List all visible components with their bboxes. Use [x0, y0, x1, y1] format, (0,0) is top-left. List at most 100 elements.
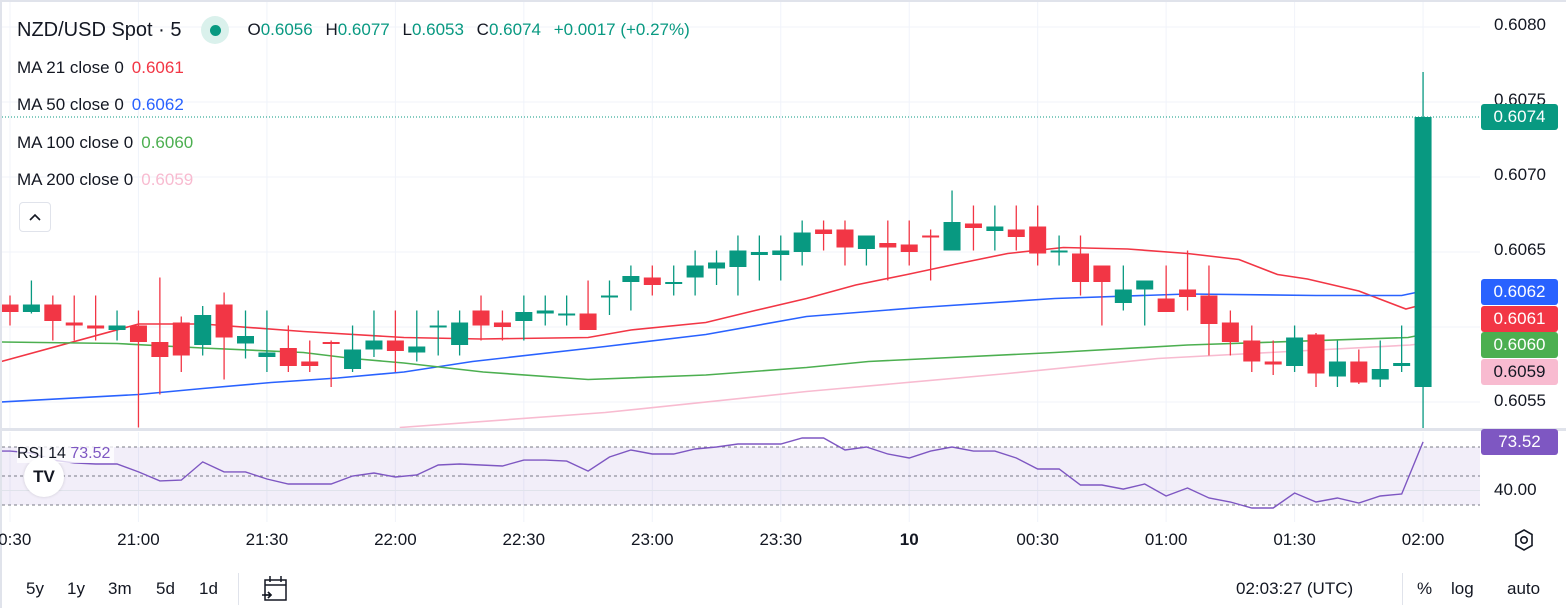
- candle: [558, 295, 576, 326]
- log-scale-button[interactable]: log: [1451, 579, 1474, 598]
- market-status-icon[interactable]: [201, 16, 230, 44]
- rsi-label: RSI 14: [17, 445, 66, 462]
- candle: [65, 295, 83, 341]
- ma21-legend[interactable]: MA 21 close 0 0.6061: [17, 58, 184, 78]
- range-1d-button[interactable]: 1d: [199, 579, 218, 598]
- candle: [322, 340, 340, 387]
- candle-body: [386, 340, 404, 351]
- last-price-badge: 0.6074: [1481, 104, 1558, 130]
- candle-body: [536, 310, 554, 314]
- time-tick: 01:00: [1144, 530, 1188, 549]
- time-tick: 23:30: [759, 530, 803, 549]
- candle: [2, 295, 19, 326]
- candle: [1328, 340, 1346, 387]
- rsi-legend[interactable]: RSI 14 73.52: [17, 445, 115, 463]
- range-5y-button[interactable]: 5y: [26, 579, 44, 598]
- candle: [237, 310, 255, 359]
- ma-label: MA 100 close 0: [17, 133, 134, 152]
- toolbar-divider: [1402, 573, 1403, 605]
- go-to-date-calendar-icon[interactable]: [260, 574, 290, 604]
- candle-body: [1114, 289, 1132, 303]
- candle-body: [1029, 226, 1047, 254]
- ma200-line: [399, 342, 1424, 428]
- candle: [1072, 235, 1089, 296]
- candle: [879, 220, 897, 281]
- candle: [1393, 325, 1411, 372]
- time-tick: 22:00: [374, 530, 417, 549]
- candle: [1307, 333, 1325, 387]
- high-value: 0.6077: [337, 20, 390, 39]
- candle-body: [793, 232, 811, 252]
- candle-body: [1157, 298, 1175, 312]
- tradingview-logo[interactable]: TV: [24, 457, 64, 497]
- candle: [365, 310, 383, 357]
- ma50-legend[interactable]: MA 50 close 0 0.6062: [17, 95, 184, 115]
- price-tick: 0.6070: [1494, 165, 1546, 184]
- candle: [301, 340, 319, 372]
- candle: [1350, 349, 1368, 384]
- candle-body: [708, 262, 726, 269]
- candle: [22, 280, 40, 314]
- time-tick: 21:30: [245, 530, 289, 549]
- candle: [1243, 325, 1261, 372]
- candle: [1136, 280, 1154, 326]
- candle-body: [129, 325, 147, 342]
- range-5d-button[interactable]: 5d: [156, 579, 175, 598]
- candle: [964, 205, 982, 251]
- candle-body: [943, 222, 961, 251]
- candle: [215, 292, 233, 380]
- candle-body: [900, 244, 918, 252]
- time-tick: 02:00: [1401, 530, 1445, 549]
- candle: [451, 310, 469, 356]
- ma100-legend[interactable]: MA 100 close 0 0.6060: [17, 133, 193, 153]
- candle: [922, 229, 940, 281]
- ma-label: MA 21 close 0: [17, 58, 124, 77]
- candle-body: [408, 346, 426, 353]
- candle: [386, 310, 404, 372]
- candle: [536, 295, 554, 326]
- symbol-title[interactable]: NZD/USD Spot · 5: [17, 18, 182, 41]
- candle-body: [1243, 340, 1261, 362]
- candle-body: [65, 322, 83, 326]
- candle-body: [87, 325, 105, 329]
- chevron-up-icon: [29, 213, 41, 221]
- candle-body: [493, 322, 511, 327]
- candle-body: [1264, 361, 1282, 365]
- range-3m-button[interactable]: 3m: [108, 579, 132, 598]
- auto-scale-button[interactable]: auto: [1507, 579, 1541, 598]
- close-value: 0.6074: [488, 20, 541, 39]
- high-key: H: [325, 20, 338, 39]
- candle: [1050, 235, 1068, 266]
- candle: [1157, 265, 1175, 312]
- collapse-legend-button[interactable]: [19, 202, 51, 232]
- candle-body: [451, 322, 469, 345]
- ma200-price-badge: 0.6059: [1481, 359, 1558, 385]
- candle-body: [2, 304, 19, 312]
- candle: [87, 295, 105, 341]
- candle: [515, 295, 533, 341]
- candle: [1093, 265, 1111, 326]
- ma200-legend[interactable]: MA 200 close 0 0.6059: [17, 170, 193, 190]
- candle-body: [1286, 337, 1304, 366]
- candle: [108, 310, 126, 341]
- utc-clock[interactable]: 02:03:27 (UTC): [1236, 579, 1354, 598]
- percent-scale-button[interactable]: %: [1417, 579, 1433, 598]
- ohlc-values: O0.6056 H0.6077 L0.6053 C0.6074 +0.0017 …: [247, 20, 697, 40]
- candle-body: [922, 235, 940, 238]
- candle-body: [322, 342, 340, 344]
- candle: [194, 306, 212, 356]
- candle: [815, 220, 833, 251]
- ma50-line: [2, 290, 1424, 403]
- candle: [408, 310, 426, 362]
- close-key: C: [476, 20, 489, 39]
- candle: [429, 310, 447, 356]
- candle-body: [1072, 253, 1089, 282]
- range-1y-button[interactable]: 1y: [67, 579, 85, 598]
- candle-body: [622, 276, 640, 282]
- low-key: L: [402, 20, 412, 39]
- candle: [1286, 325, 1304, 372]
- candle-body: [108, 325, 126, 330]
- price-tick: 0.6080: [1494, 15, 1546, 34]
- settings-gear-icon[interactable]: [1511, 527, 1537, 553]
